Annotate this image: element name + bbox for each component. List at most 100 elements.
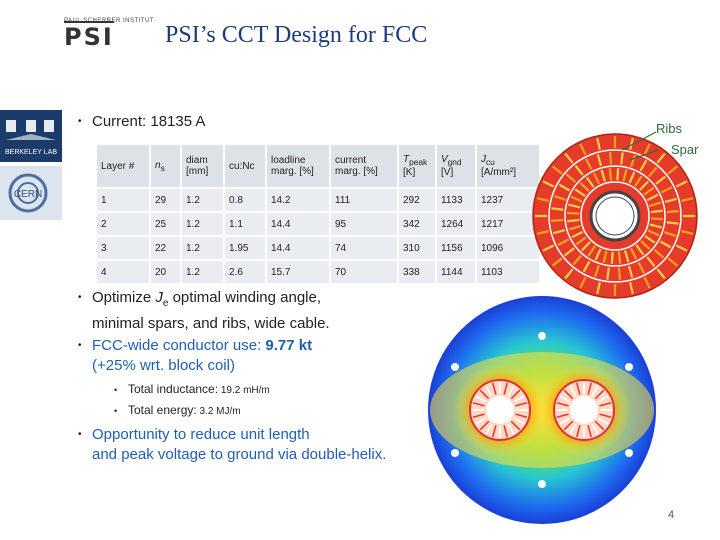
cct-coil-cross-section bbox=[532, 133, 698, 299]
current-text: Current: 18135 A bbox=[92, 113, 206, 130]
page-number: 4 bbox=[668, 509, 675, 521]
coil-stripe bbox=[574, 188, 586, 197]
table-row: 2 25 1.2 1.1 14.4 95 342 1264 1217 bbox=[97, 212, 541, 237]
coil-stripe bbox=[587, 245, 596, 257]
coil-stripe bbox=[649, 223, 662, 229]
coil-stripe bbox=[564, 268, 574, 280]
coil-stripe bbox=[667, 165, 679, 175]
coil-stripe bbox=[627, 265, 634, 278]
coil-stripe bbox=[624, 250, 630, 263]
col-vgnd: Vgnd [V] bbox=[436, 145, 477, 189]
coil-stripe bbox=[585, 158, 593, 171]
field-coil-stripe bbox=[485, 423, 493, 435]
coil-stripe bbox=[551, 165, 563, 175]
coil-stripe bbox=[582, 260, 591, 273]
page-title: PSI’s CCT Design for FCC bbox=[165, 22, 428, 48]
coil-stripe bbox=[617, 267, 621, 280]
field-coil-stripe bbox=[597, 417, 609, 425]
field-coil-stripe bbox=[479, 389, 490, 400]
field-coil-stripe bbox=[507, 423, 515, 435]
field-coil-stripe bbox=[599, 413, 612, 419]
coil-stripe bbox=[579, 182, 590, 192]
coil-stripe bbox=[666, 210, 679, 214]
coil-stripe bbox=[622, 169, 628, 182]
coil-stripe bbox=[536, 197, 549, 202]
col-current: current marg. [%] bbox=[330, 145, 399, 189]
col-layer: Layer # bbox=[97, 145, 151, 189]
coil-stripe bbox=[567, 211, 580, 215]
field-coil-stripe bbox=[599, 401, 612, 407]
field-coil-stripe bbox=[559, 395, 571, 403]
field-coil-stripe bbox=[479, 420, 490, 431]
coil-stripe bbox=[646, 256, 656, 268]
field-coil-stripe bbox=[475, 417, 487, 425]
coil-stripe bbox=[620, 152, 624, 165]
coil-stripe bbox=[553, 195, 566, 201]
coil-stripe bbox=[571, 230, 584, 239]
col-jcu: Jcu [A/mm²] bbox=[476, 145, 541, 189]
field-coil-stripe bbox=[594, 420, 605, 431]
coil-stripe bbox=[594, 248, 602, 261]
sub-bullet-energy: • Total energy: 3.2 MJ/m bbox=[114, 403, 241, 417]
coil-stripe bbox=[608, 168, 613, 181]
coil-stripe bbox=[664, 231, 677, 237]
coil-stripe bbox=[650, 209, 663, 214]
coil-stripe bbox=[640, 240, 651, 250]
table-row: 3 22 1.2 1.95 14.4 74 310 1156 1096 bbox=[97, 236, 541, 261]
coil-stripe bbox=[581, 241, 591, 252]
coil-stripe bbox=[639, 159, 648, 172]
coil-stripe bbox=[643, 276, 651, 289]
coil-stripe bbox=[542, 180, 555, 188]
bullet-fcc-conductor: • FCC-wide conductor use: 9.77 kt (+25% w… bbox=[78, 337, 313, 374]
coil-stripe bbox=[551, 218, 564, 222]
ribs-label: Ribs bbox=[656, 121, 683, 136]
coil-stripe bbox=[635, 244, 645, 256]
coil-stripe bbox=[579, 143, 587, 156]
coil-stripe bbox=[660, 186, 673, 194]
coil-stripe bbox=[551, 257, 563, 267]
coil-stripe bbox=[596, 154, 603, 167]
field-coil-stripe bbox=[587, 382, 593, 395]
field-coil-stripe bbox=[510, 420, 521, 431]
coil-stripe bbox=[567, 218, 580, 223]
coil-stripe bbox=[634, 175, 643, 187]
col-diam: diam [mm] bbox=[181, 145, 225, 189]
field-coil-stripe bbox=[575, 382, 581, 395]
table-row: 1 29 1.2 0.8 14.2 111 292 1133 1237 bbox=[97, 188, 541, 213]
coil-stripe bbox=[643, 143, 651, 156]
cct-layer-table: Layer # ns diam [mm] cu:Nc loadline marg. … bbox=[97, 145, 541, 285]
field-coil-stripe bbox=[515, 413, 528, 419]
sub-bullet-inductance: • Total inductance: 19.2 mH/m bbox=[114, 382, 270, 396]
col-tpeak: Tpeak [K] bbox=[398, 145, 437, 189]
coil-stripe bbox=[553, 228, 566, 235]
psi-logo-mark: PSI bbox=[64, 23, 114, 51]
coil-stripe bbox=[681, 197, 694, 202]
coil-stripe bbox=[572, 254, 582, 266]
coil-stripe bbox=[650, 217, 663, 221]
coil-stripe bbox=[629, 247, 638, 260]
coil-stripe bbox=[656, 152, 666, 164]
field-coil-stripe bbox=[507, 385, 515, 397]
field-coil-stripe bbox=[515, 401, 528, 407]
coil-stripe bbox=[600, 169, 606, 182]
coil-stripe bbox=[629, 282, 634, 295]
coil-stripe bbox=[656, 268, 666, 280]
coil-stripe bbox=[648, 166, 658, 178]
coil-stripe bbox=[565, 173, 577, 183]
field-coil-stripe bbox=[503, 382, 509, 395]
coil-stripe bbox=[629, 137, 634, 150]
coil-stripe bbox=[664, 197, 677, 204]
coil-stripe bbox=[574, 164, 584, 176]
coil-stripe bbox=[628, 171, 636, 184]
coil-stripe bbox=[542, 244, 555, 252]
magnetic-field-map bbox=[428, 296, 656, 524]
coil-stripe bbox=[653, 249, 665, 259]
field-coil-stripe bbox=[563, 389, 574, 400]
coil-stripe bbox=[585, 176, 595, 188]
field-coil-stripe bbox=[563, 420, 574, 431]
coil-stripe bbox=[568, 203, 581, 209]
psi-logo-caption: PAUL SCHERRER INSTITUT bbox=[64, 18, 155, 24]
field-coil-stripe bbox=[591, 385, 599, 397]
coil-stripe bbox=[594, 265, 600, 278]
field-coil-stripe bbox=[491, 382, 497, 395]
